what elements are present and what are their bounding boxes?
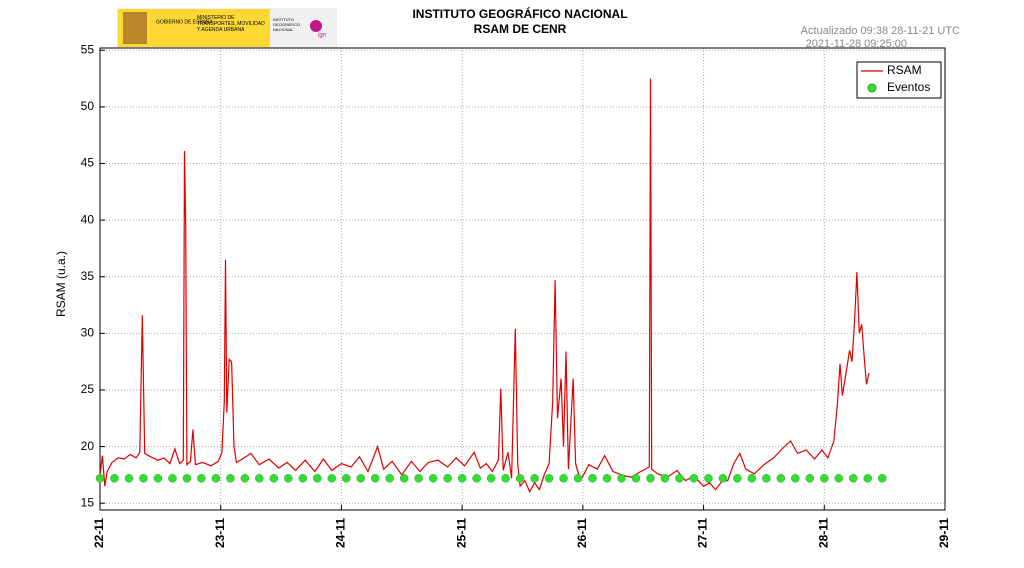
event-point (211, 474, 221, 483)
event-point (313, 474, 322, 483)
event-point (762, 474, 771, 483)
event-point (544, 474, 554, 483)
event-point (255, 474, 264, 483)
event-point (849, 474, 858, 483)
event-point (226, 474, 235, 483)
event-point (805, 474, 815, 483)
logo-text: MINISTERIO DE TRANSPORTES, MOVILIDAD Y A… (197, 15, 265, 33)
event-point (863, 474, 872, 483)
event-point (139, 474, 148, 483)
event-point (588, 474, 597, 483)
event-point (530, 474, 539, 483)
event-point (443, 474, 452, 483)
event-point (486, 474, 496, 483)
event-point (370, 474, 380, 483)
chart-title: INSTITUTO GEOGRÁFICO NACIONAL (412, 6, 627, 21)
x-tick-label: 27-11 (696, 518, 710, 548)
event-point (342, 474, 351, 483)
y-tick-label: 15 (81, 495, 95, 509)
event-point (95, 474, 105, 483)
plot-area (100, 48, 945, 510)
chart-subtitle: RSAM DE CENR (474, 22, 567, 36)
legend-swatch (867, 83, 877, 93)
event-point (834, 474, 844, 483)
y-tick-label: 25 (81, 382, 95, 396)
event-point (414, 474, 423, 483)
logo-text: INSTITUTO GEOGRÁFICO NACIONAL (273, 17, 301, 32)
event-point (240, 474, 250, 483)
event-point (776, 474, 786, 483)
y-axis-label: RSAM (u.a.) (54, 251, 68, 317)
event-point (298, 474, 308, 483)
logo: GOBIERNO DE ESPAÑA MINISTERIO DE TRANSPO… (117, 8, 337, 48)
event-point (110, 474, 119, 483)
legend-label: Eventos (887, 80, 930, 94)
x-tick-label: 28-11 (816, 518, 830, 548)
y-tick-label: 30 (81, 326, 95, 340)
event-point (515, 474, 525, 483)
y-tick-label: 20 (81, 439, 95, 453)
event-point (153, 474, 163, 483)
logo-institute: INSTITUTO GEOGRÁFICO NACIONAL (273, 17, 301, 32)
event-point (602, 474, 612, 483)
event-point (820, 474, 829, 483)
event-point (573, 474, 583, 483)
event-point (660, 474, 670, 483)
y-tick-label: 50 (81, 99, 95, 113)
event-point (428, 474, 438, 483)
x-tick-label: 23-11 (213, 518, 227, 548)
x-tick-label: 22-11 (92, 518, 106, 548)
rsam-line (99, 78, 870, 494)
event-point (385, 474, 394, 483)
timestamp: 2021-11-28 09:25:00 (806, 38, 907, 50)
updated: Actualizado 09:38 28-11-21 UTC (801, 25, 960, 37)
event-point (877, 474, 887, 483)
x-tick-label: 25-11 (454, 518, 468, 548)
y-tick-label: 45 (81, 156, 95, 170)
event-point (718, 474, 728, 483)
plot: 15 20 25 30 35 40 45 50 55 22-11 23-11 24-11 25-11 26… (81, 42, 952, 548)
event-point (284, 474, 293, 483)
event-point (168, 474, 177, 483)
logo-text: GOBIERNO DE ESPAÑA (156, 18, 213, 25)
event-point (197, 474, 206, 483)
event-point (327, 474, 337, 483)
logo-ministry: MINISTERIO DE TRANSPORTES, MOVILIDAD Y A… (197, 15, 265, 33)
event-point (124, 474, 134, 483)
x-tick-label: 24-11 (334, 518, 348, 548)
plot-frame (99, 47, 946, 511)
x-tick-label: 26-11 (575, 518, 589, 548)
event-point (747, 474, 757, 483)
event-point (646, 474, 655, 483)
x-tick-label: 29-11 (937, 518, 951, 548)
event-point (559, 474, 568, 483)
y-tick-label: 40 (81, 212, 95, 226)
event-point (501, 474, 510, 483)
event-point (689, 474, 699, 483)
legend-label: RSAM (887, 63, 922, 77)
y-tick-label: 55 (81, 42, 95, 56)
event-point (356, 474, 365, 483)
y-tick-label: 35 (81, 269, 95, 283)
event-point (791, 474, 800, 483)
logo-mark (310, 20, 322, 32)
logo-brand: ign (318, 33, 327, 39)
event-point (182, 474, 192, 483)
event-point (617, 474, 626, 483)
event-point (631, 474, 641, 483)
event-point (733, 474, 742, 483)
event-point (675, 474, 684, 483)
event-point (399, 474, 409, 483)
event-point (269, 474, 279, 483)
logo-shield (123, 12, 147, 44)
event-point (704, 474, 713, 483)
event-point (457, 474, 467, 483)
event-point (472, 474, 481, 483)
